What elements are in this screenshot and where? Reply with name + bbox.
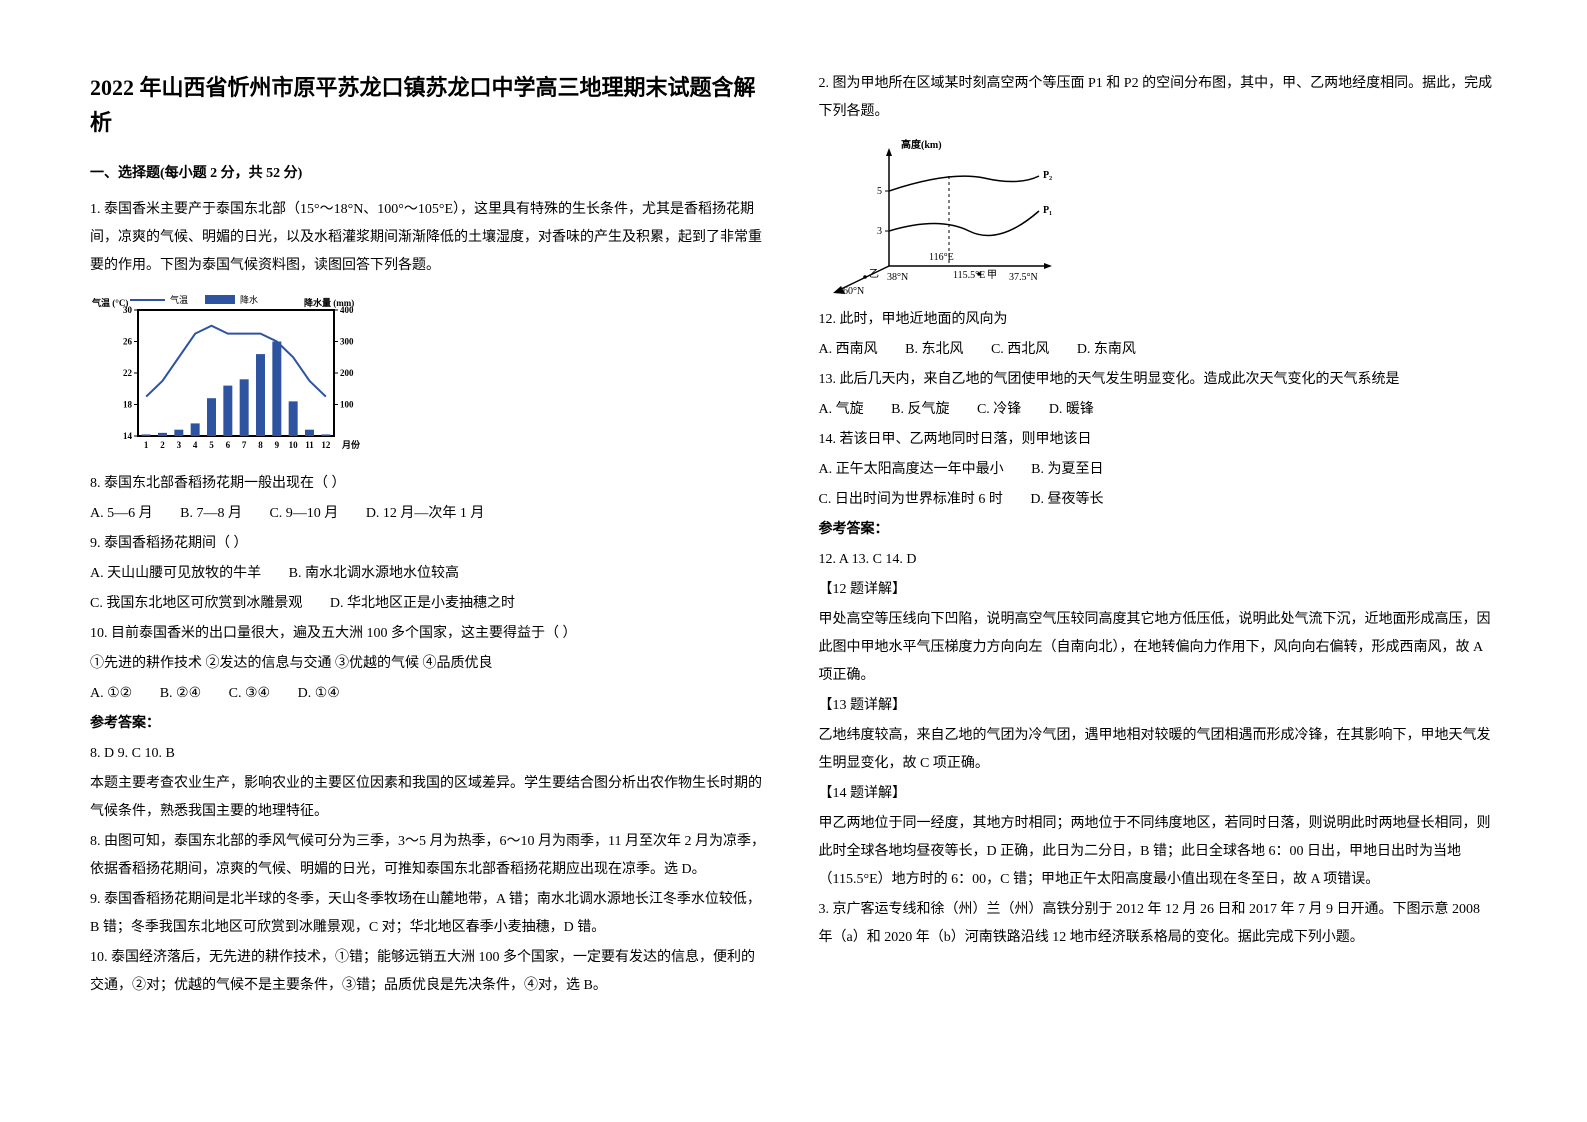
- q1-exp10: 10. 泰国经济落后，无先进的耕作技术，①错；能够远销五大洲 100 多个国家，…: [90, 944, 769, 1000]
- svg-text:10: 10: [289, 440, 299, 450]
- svg-text:26: 26: [123, 337, 133, 347]
- opt: B. 东北风: [905, 336, 963, 364]
- q2-stem: 2. 图为甲地所在区域某时刻高空两个等压面 P1 和 P2 的空间分布图，其中，…: [819, 70, 1498, 126]
- svg-text:3: 3: [877, 226, 882, 237]
- opt: B. ②④: [160, 680, 201, 708]
- svg-text:60°N: 60°N: [843, 286, 864, 296]
- svg-text:4: 4: [193, 440, 198, 450]
- q2-sub13: 13. 此后几天内，来自乙地的气团使甲地的天气发生明显变化。造成此次天气变化的天…: [819, 366, 1498, 394]
- opt: B. 南水北调水源地水位较高: [289, 560, 459, 588]
- q1-opts9-cd: C. 我国东北地区可欣赏到冰雕景观 D. 华北地区正是小麦抽穗之时: [90, 590, 769, 618]
- opt: D. 12 月—次年 1 月: [366, 500, 485, 528]
- q2-sub12: 12. 此时，甲地近地面的风向为: [819, 306, 1498, 334]
- q1-ans: 8. D 9. C 10. B: [90, 740, 769, 768]
- opt: D. 昼夜等长: [1030, 486, 1103, 514]
- opt: B. 反气旋: [891, 396, 949, 424]
- section-header: 一、选择题(每小题 2 分，共 52 分): [90, 160, 769, 188]
- svg-text:38°N: 38°N: [887, 272, 908, 283]
- q2-opts14-ab: A. 正午太阳高度达一年中最小 B. 为夏至日: [819, 456, 1498, 484]
- svg-text:降水量 (mm): 降水量 (mm): [304, 297, 354, 308]
- q2-diagram: 高度(km) 3 5 P₂ P₁ 116°E 115.5°E甲 乙 60°N 38°N 37.5°N: [819, 136, 1498, 296]
- q1-exp1: 本题主要考查农业生产，影响农业的主要区位因素和我国的区域差异。学生要结合图分析出…: [90, 770, 769, 826]
- opt: B. 7—8 月: [180, 500, 242, 528]
- svg-text:乙: 乙: [869, 268, 879, 280]
- q2-sub14: 14. 若该日甲、乙两地同时日落，则甲地该日: [819, 426, 1498, 454]
- opt: C. 我国东北地区可欣赏到冰雕景观: [90, 590, 302, 618]
- q2-exp12-h: 【12 题详解】: [819, 576, 1498, 604]
- svg-text:116°E: 116°E: [929, 252, 954, 263]
- opt: C. 西北风: [991, 336, 1049, 364]
- svg-text:气温: 气温: [170, 294, 188, 305]
- opt: D. ①④: [298, 680, 340, 708]
- svg-text:14: 14: [123, 431, 133, 441]
- opt: A. 正午太阳高度达一年中最小: [819, 456, 1004, 484]
- q2-opts12: A. 西南风 B. 东北风 C. 西北风 D. 东南风: [819, 336, 1498, 364]
- left-column: 2022 年山西省忻州市原平苏龙口镇苏龙口中学高三地理期末试题含解析 一、选择题…: [90, 70, 769, 1052]
- q1-stem: 1. 泰国香米主要产于泰国东北部（15°～18°N、100°～105°E），这里…: [90, 196, 769, 280]
- q1-opts10: A. ①② B. ②④ C. ③④ D. ①④: [90, 680, 769, 708]
- svg-text:37.5°N: 37.5°N: [1009, 272, 1038, 283]
- q1-ans-label: 参考答案：: [90, 710, 769, 738]
- svg-text:100: 100: [340, 400, 354, 410]
- q2-exp13-h: 【13 题详解】: [819, 692, 1498, 720]
- svg-text:甲: 甲: [987, 270, 997, 281]
- q1-opts9-ab: A. 天山山腰可见放牧的牛羊 B. 南水北调水源地水位较高: [90, 560, 769, 588]
- svg-text:2: 2: [160, 440, 165, 450]
- svg-text:115.5°E: 115.5°E: [953, 270, 985, 281]
- svg-text:高度(km): 高度(km): [901, 138, 942, 151]
- svg-text:降水: 降水: [240, 294, 258, 305]
- opt: C. ③④: [229, 680, 270, 708]
- opt: A. ①②: [90, 680, 132, 708]
- opt: A. 气旋: [819, 396, 864, 424]
- q2-opts13: A. 气旋 B. 反气旋 C. 冷锋 D. 暖锋: [819, 396, 1498, 424]
- q1-opts8: A. 5—6 月 B. 7—8 月 C. 9—10 月 D. 12 月—次年 1…: [90, 500, 769, 528]
- svg-text:5: 5: [877, 186, 882, 197]
- svg-text:300: 300: [340, 337, 354, 347]
- q2-exp14-h: 【14 题详解】: [819, 780, 1498, 808]
- opt: D. 东南风: [1077, 336, 1136, 364]
- q1-sub10a: 10. 目前泰国香米的出口量很大，遍及五大洲 100 多个国家，这主要得益于（ …: [90, 620, 769, 648]
- svg-text:7: 7: [242, 440, 247, 450]
- svg-text:22: 22: [123, 368, 133, 378]
- opt: A. 西南风: [819, 336, 878, 364]
- svg-text:18: 18: [123, 400, 133, 410]
- q3-stem: 3. 京广客运专线和徐（州）兰（州）高铁分别于 2012 年 12 月 26 日…: [819, 896, 1498, 952]
- opt: D. 暖锋: [1049, 396, 1094, 424]
- svg-text:1: 1: [144, 440, 149, 450]
- q2-ans: 12. A 13. C 14. D: [819, 546, 1498, 574]
- opt: A. 天山山腰可见放牧的牛羊: [90, 560, 261, 588]
- svg-text:6: 6: [226, 440, 231, 450]
- opt: B. 为夏至日: [1031, 456, 1103, 484]
- opt: C. 9—10 月: [269, 500, 338, 528]
- q1-sub8: 8. 泰国东北部香稻扬花期一般出现在（ ）: [90, 470, 769, 498]
- q1-sub10b: ①先进的耕作技术 ②发达的信息与交通 ③优越的气候 ④品质优良: [90, 650, 769, 678]
- q1-exp9: 9. 泰国香稻扬花期间是北半球的冬季，天山冬季牧场在山麓地带，A 错；南水北调水…: [90, 886, 769, 942]
- q2-exp13: 乙地纬度较高，来自乙地的气团为冷气团，遇甲地相对较暖的气团相遇而形成冷锋，在其影…: [819, 722, 1498, 778]
- svg-text:12: 12: [321, 440, 331, 450]
- svg-text:P₂: P₂: [1043, 170, 1052, 181]
- q1-exp8: 8. 由图可知，泰国东北部的季风气候可分为三季，3～5 月为热季，6～10 月为…: [90, 828, 769, 884]
- svg-text:11: 11: [305, 440, 314, 450]
- q1-chart: 气温降水1418222630气温 (°C)100200300400降水量 (mm…: [90, 290, 769, 460]
- opt: A. 5—6 月: [90, 500, 153, 528]
- svg-text:气温 (°C): 气温 (°C): [91, 297, 128, 308]
- svg-text:8: 8: [258, 440, 263, 450]
- svg-text:200: 200: [340, 368, 354, 378]
- opt: C. 日出时间为世界标准时 6 时: [819, 486, 1003, 514]
- q2-ans-label: 参考答案：: [819, 516, 1498, 544]
- svg-text:5: 5: [209, 440, 214, 450]
- opt: D. 华北地区正是小麦抽穗之时: [330, 590, 515, 618]
- svg-text:3: 3: [177, 440, 182, 450]
- q2-exp14: 甲乙两地位于同一经度，其地方时相同；两地位于不同纬度地区，若同时日落，则说明此时…: [819, 810, 1498, 894]
- q2-opts14-cd: C. 日出时间为世界标准时 6 时 D. 昼夜等长: [819, 486, 1498, 514]
- q2-exp12: 甲处高空等压线向下凹陷，说明高空气压较同高度其它地方低压低，说明此处气流下沉，近…: [819, 606, 1498, 690]
- svg-text:P₁: P₁: [1043, 205, 1052, 216]
- svg-text:月份: 月份: [341, 439, 361, 450]
- q1-sub9: 9. 泰国香稻扬花期间（ ）: [90, 530, 769, 558]
- opt: C. 冷锋: [977, 396, 1021, 424]
- right-column: 2. 图为甲地所在区域某时刻高空两个等压面 P1 和 P2 的空间分布图，其中，…: [819, 70, 1498, 1052]
- svg-text:9: 9: [275, 440, 280, 450]
- page-title: 2022 年山西省忻州市原平苏龙口镇苏龙口中学高三地理期末试题含解析: [90, 70, 769, 140]
